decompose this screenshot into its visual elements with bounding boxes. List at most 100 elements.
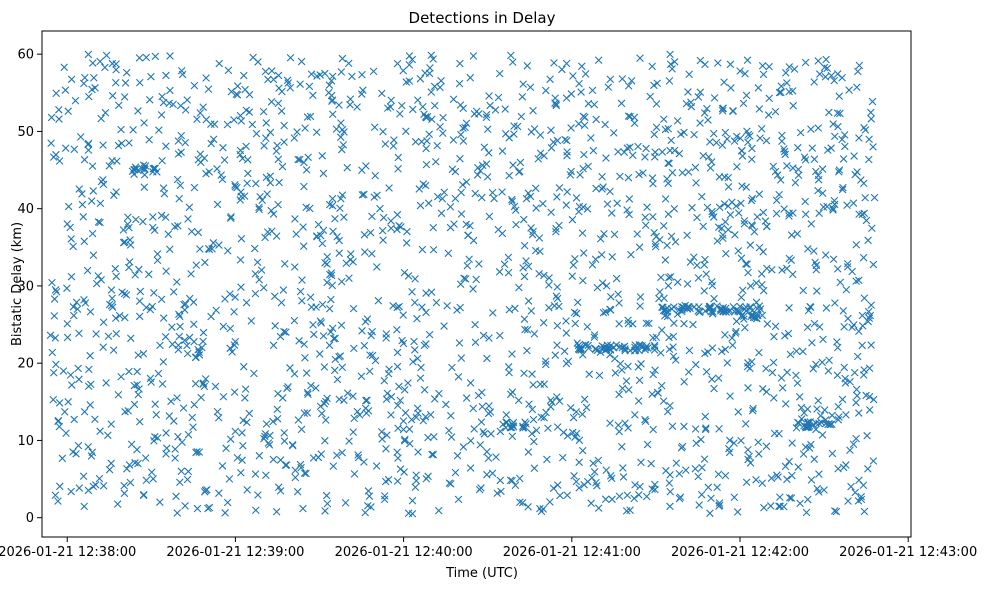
data-point [694,307,702,315]
data-point [174,341,183,350]
data-point [426,410,435,419]
data-point [258,196,267,204]
data-point [290,370,299,378]
data-point [652,333,661,342]
data-point [141,454,150,462]
data-point [48,348,57,357]
data-point [52,360,60,369]
data-point [636,482,644,491]
data-point [316,317,325,325]
data-point [849,440,858,449]
data-point [231,427,240,436]
data-point [521,325,529,334]
data-point [412,413,421,422]
data-point [801,422,810,431]
data-point [801,156,810,164]
data-point [266,172,275,180]
data-point [183,349,192,358]
data-point [508,476,516,485]
data-point [663,175,671,183]
data-point [728,341,737,350]
data-point [296,460,305,469]
data-point [325,81,334,89]
data-point [336,204,344,213]
data-point [490,194,498,203]
data-point [264,75,272,84]
data-point [796,128,805,137]
data-point [393,59,402,68]
data-point [385,365,393,374]
data-point [161,333,170,341]
data-point [770,429,779,438]
data-point [335,236,344,245]
data-point [737,146,746,155]
data-point [79,213,88,221]
data-point [302,166,311,174]
data-point [552,227,560,236]
data-point [700,109,709,117]
data-point [500,260,509,269]
data-point [703,203,712,212]
data-point [612,274,621,283]
data-point [183,341,191,350]
data-point [528,405,537,414]
data-point [824,367,833,375]
data-point [563,188,571,196]
data-point [763,320,772,328]
data-point [151,433,159,441]
data-point [226,290,234,298]
data-point [167,397,175,406]
data-point [744,384,752,392]
data-point [382,395,391,404]
data-point [520,315,529,323]
data-point [748,144,756,153]
x-axis-label: Time (UTC) [445,566,518,581]
data-point [328,324,337,333]
data-point [107,301,116,310]
data-point [357,90,366,98]
data-point [177,467,186,475]
data-point [396,110,404,118]
data-point [713,237,722,245]
data-point [591,255,600,264]
data-point [724,183,733,191]
data-point [483,470,491,479]
data-point [298,296,306,305]
data-point [677,444,686,452]
data-point [553,423,562,431]
data-point [78,200,87,209]
data-point [540,151,548,160]
data-point [656,288,664,296]
data-point [61,144,70,152]
data-point [477,484,485,492]
data-point [707,158,716,166]
data-point [789,101,798,110]
data-point [303,409,312,417]
data-point [157,295,166,304]
data-point [731,231,739,239]
data-point [715,501,724,510]
data-point [838,395,847,404]
data-point [485,212,494,221]
data-point [702,367,711,376]
data-point [139,349,148,358]
data-point [361,404,370,413]
data-point [239,71,248,80]
data-point [414,409,422,418]
data-point [781,462,790,471]
data-point [107,459,115,468]
data-point [704,116,712,124]
data-point [245,409,254,418]
data-point [765,94,774,103]
data-point [642,342,651,350]
data-point [759,70,768,79]
data-point [666,502,674,511]
data-point [590,333,599,342]
data-point [453,451,462,460]
data-point [471,338,480,347]
data-point [748,406,757,415]
data-point [551,351,560,359]
data-point [80,237,89,246]
data-point [329,227,337,236]
data-point [818,189,827,198]
